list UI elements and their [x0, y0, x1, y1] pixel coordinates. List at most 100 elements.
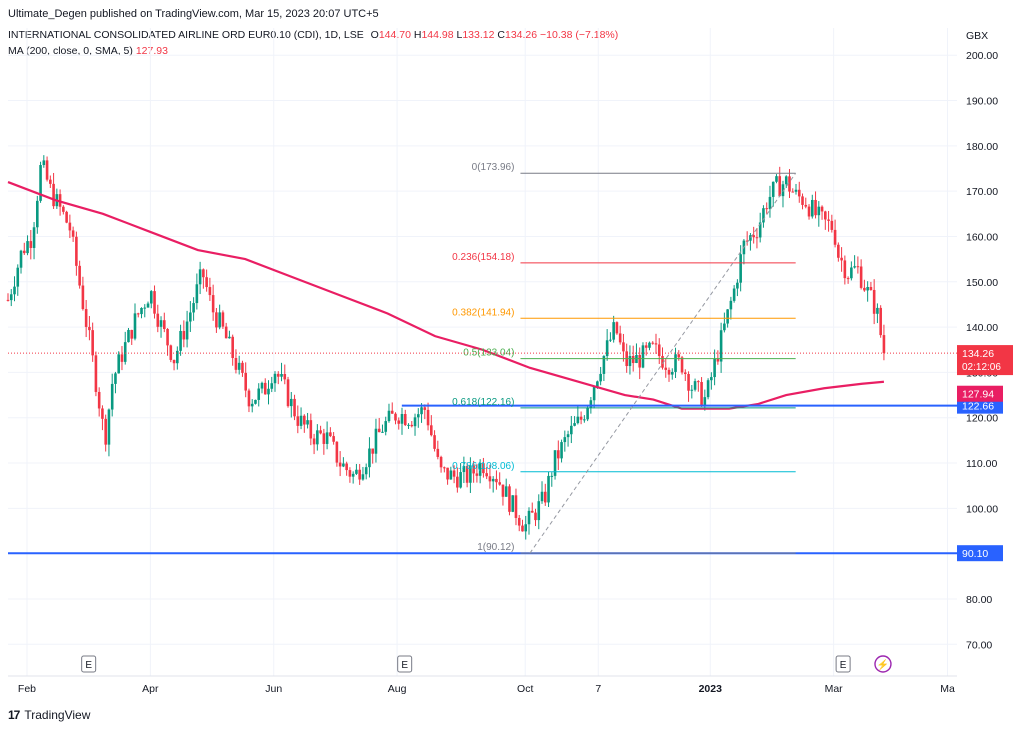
candle-body [446, 467, 449, 480]
candle-body [430, 425, 433, 436]
candle-body [286, 379, 290, 407]
candle-body [713, 358, 716, 378]
candle-body [752, 235, 755, 238]
earnings-icon [835, 655, 851, 673]
footer-brand: TradingView [24, 708, 91, 722]
x-tick-label: 7 [595, 683, 601, 695]
candle-body [374, 428, 378, 454]
symbol-name[interactable]: INTERNATIONAL CONSOLIDATED AIRLINE ORD E… [8, 29, 364, 41]
candle-body [778, 176, 782, 197]
candle-body [739, 254, 742, 283]
candle-body [456, 476, 459, 488]
candle-body [840, 257, 843, 261]
candle-body [729, 300, 733, 310]
candle-body [850, 267, 853, 279]
fib-level-label: 1(90.12) [477, 542, 514, 553]
candle-body [459, 472, 462, 488]
candle-body [416, 414, 420, 418]
candle-body [283, 373, 287, 380]
candle-body [228, 336, 231, 339]
candle-body [648, 342, 651, 348]
candle-body [117, 354, 121, 374]
dividend-icon-label: ⚡ [877, 658, 889, 671]
high-value: 144.98 [421, 29, 454, 41]
candle-body [351, 473, 355, 477]
ma-200-line [7, 181, 885, 410]
candle-body [299, 415, 303, 426]
candle-body [81, 285, 85, 310]
candle-body [566, 434, 570, 438]
y-tick-label: 160.00 [966, 231, 998, 243]
earnings-icon [81, 655, 97, 673]
fib-level-label: 0.382(141.94) [452, 307, 514, 318]
candle-body [716, 358, 720, 362]
candle-body [198, 269, 202, 285]
candle-body [355, 469, 358, 474]
candle-body [407, 424, 410, 426]
candle-body [765, 208, 769, 210]
candle-body [45, 160, 49, 180]
earnings-icon-label: E [840, 660, 847, 671]
candle-body [508, 486, 511, 512]
earnings-icon-label: E [401, 660, 408, 671]
candle-body [403, 414, 407, 426]
candle-body [140, 307, 143, 315]
candle-body [413, 417, 417, 427]
x-tick-label: Ma [940, 683, 955, 695]
y-tick-label: 120.00 [966, 413, 998, 425]
ma-price-badge-label: 127.94 [962, 389, 994, 401]
candle-body [62, 206, 65, 212]
candle-body [156, 313, 160, 327]
candle-body [830, 220, 834, 230]
candle-body [205, 277, 208, 288]
candle-body [856, 266, 860, 268]
candle-body [263, 382, 267, 395]
candle-body [250, 403, 254, 407]
candle-body [768, 196, 772, 210]
candle-body [475, 473, 479, 476]
ma-legend[interactable]: MA (200, close, 0, SMA, 5) 127.93 [8, 45, 168, 57]
candle-body [410, 424, 414, 427]
candle-body [827, 219, 830, 221]
candle-body [814, 199, 817, 216]
candle-body [573, 423, 576, 426]
candle-body [101, 408, 104, 419]
candle-body [159, 320, 163, 327]
candle-body [683, 372, 687, 375]
candle-body [381, 431, 384, 433]
candle-body [661, 356, 664, 368]
fib-level-label: 0(173.96) [472, 162, 515, 173]
candle-body [482, 463, 485, 474]
candle-body [289, 398, 293, 407]
candle-body [19, 250, 23, 268]
candle-body [13, 286, 16, 295]
candle-body [179, 330, 182, 351]
candle-body [195, 284, 199, 304]
candle-body [322, 433, 326, 444]
earnings-icon-label: E [85, 660, 92, 671]
candle-body [97, 391, 101, 409]
candle-body [706, 380, 710, 398]
candle-body [771, 181, 775, 197]
candle-body [599, 373, 602, 382]
candle-body [749, 235, 752, 241]
candle-body [234, 358, 238, 370]
candle-body [677, 354, 681, 358]
price-badge [957, 545, 1003, 562]
candle-body [491, 478, 495, 482]
candle-body [257, 388, 261, 400]
candle-body [162, 320, 166, 329]
candle-body [52, 183, 55, 207]
candle-body [133, 313, 137, 339]
candle-body [22, 250, 26, 254]
candle-body [345, 463, 348, 471]
candle-body [537, 501, 541, 521]
candle-body [368, 448, 371, 468]
candle-body [452, 470, 456, 477]
candle-body [589, 400, 593, 408]
candle-body [189, 312, 192, 322]
candle-body [49, 179, 52, 184]
candle-body [348, 470, 352, 477]
